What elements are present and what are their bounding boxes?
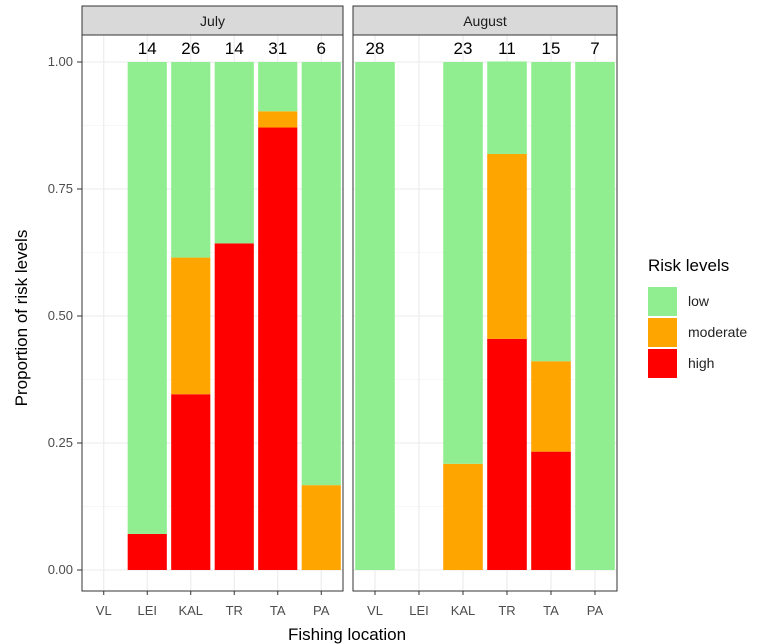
x-tick-label: LEI (137, 603, 157, 618)
x-tick-label: TR (226, 603, 243, 618)
legend: Risk levels low moderate high (648, 256, 747, 379)
panel-border (81, 34, 344, 592)
x-tick-label: PA (587, 603, 604, 618)
count-label: 11 (498, 39, 516, 58)
bar-moderate-pa (301, 485, 341, 570)
count-label: 14 (225, 39, 244, 58)
bar-high-ta (531, 451, 571, 570)
y-tick-label: 0.00 (48, 562, 73, 577)
bar-moderate-ta (531, 361, 571, 452)
bar-moderate-kal (171, 257, 211, 395)
x-tick-label: TR (498, 603, 515, 618)
facet-strip-label: August (463, 13, 507, 29)
bar-high-tr (214, 243, 254, 570)
bar-high-lei (127, 533, 167, 570)
y-tick-label: 0.25 (48, 435, 73, 450)
facet-strip-label: July (200, 13, 225, 29)
legend-title: Risk levels (648, 256, 730, 275)
plot-area (353, 35, 617, 591)
bar-low-kal (171, 62, 211, 258)
legend-item-high: high (648, 348, 729, 379)
count-label: 23 (454, 39, 473, 58)
bar-low-ta (258, 62, 298, 112)
legend-label-low: low (688, 293, 710, 309)
x-tick-label: VL (367, 603, 383, 618)
x-axis-title: Fishing location (288, 625, 406, 644)
legend-label-moderate: moderate (688, 324, 748, 340)
x-tick-label: TA (543, 603, 559, 618)
y-tick-label: 0.75 (48, 181, 73, 196)
count-label: 7 (590, 39, 599, 58)
legend-swatch-moderate (648, 318, 677, 347)
legend-swatch-low (648, 287, 677, 316)
x-tick-label: KAL (178, 603, 203, 618)
bar-low-tr (214, 62, 254, 244)
bar-high-kal (171, 394, 211, 570)
plot-area (82, 35, 343, 591)
bar-low-lei (127, 62, 167, 534)
count-label: 31 (268, 39, 287, 58)
count-label: 14 (138, 39, 157, 58)
count-label: 15 (542, 39, 561, 58)
x-tick-label: LEI (409, 603, 429, 618)
y-axis-title: Proportion of risk levels (12, 230, 31, 407)
legend-label-high: high (688, 355, 715, 371)
bar-low-ta (531, 62, 571, 362)
bar-high-tr (487, 338, 527, 570)
bar-low-pa (301, 62, 341, 486)
legend-item-low: low (648, 286, 729, 317)
x-tick-label: VL (96, 603, 112, 618)
count-label: 28 (366, 39, 385, 58)
legend-item-moderate: moderate (648, 317, 747, 348)
panel-july: July VL 14 LEI 26 KAL 14 TR 31 TA 6 PA (81, 5, 344, 618)
panel-august: August 28 VL LEI 23 KAL 11 TR 15 TA 7 PA (352, 5, 618, 618)
panel-border (352, 34, 618, 592)
count-label: 6 (317, 39, 326, 58)
bar-high-ta (258, 127, 298, 571)
y-tick-label: 1.00 (48, 54, 73, 69)
bar-low-pa (575, 62, 615, 570)
bar-moderate-kal (443, 463, 483, 570)
x-tick-label: KAL (451, 603, 476, 618)
y-tick-label: 0.50 (48, 308, 73, 323)
bar-moderate-ta (258, 111, 298, 128)
bar-low-kal (443, 62, 483, 464)
x-tick-label: TA (270, 603, 286, 618)
x-tick-label: PA (313, 603, 330, 618)
legend-swatch-high (648, 349, 677, 378)
bar-moderate-tr (487, 153, 527, 339)
count-label: 26 (181, 39, 200, 58)
bar-low-vl (355, 62, 395, 570)
bar-low-tr (487, 61, 527, 154)
